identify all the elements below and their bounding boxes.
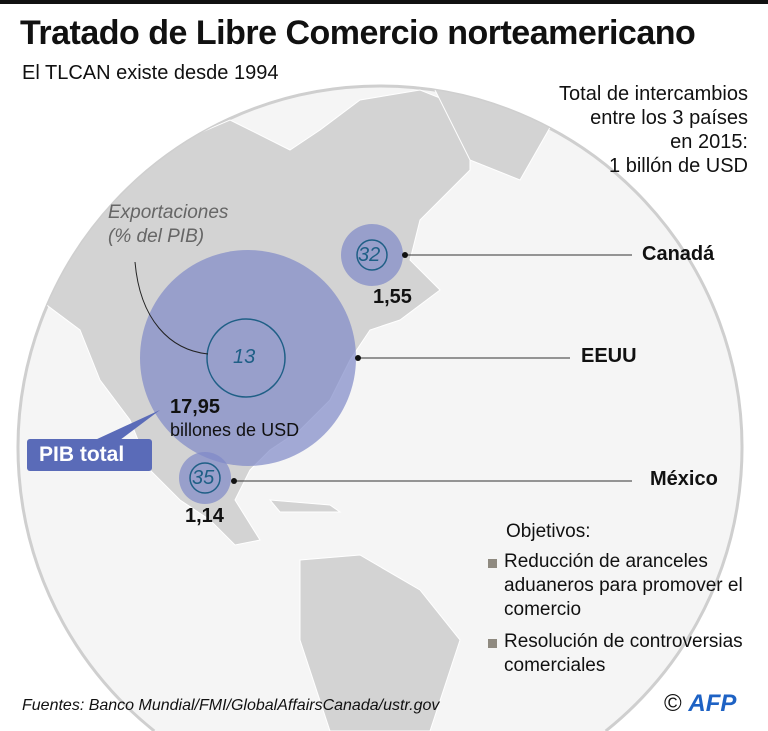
subtitle: El TLCAN existe desde 1994 xyxy=(22,62,279,84)
mexico-gdp-bubble xyxy=(179,452,231,504)
us-gdp-bubble xyxy=(140,250,356,466)
mexico-leader-dot xyxy=(231,478,237,484)
canada-gdp-bubble xyxy=(341,224,403,286)
canada-exports-pct: 32 xyxy=(358,244,381,266)
land-south-america xyxy=(299,554,461,731)
afp-credit: © AFP xyxy=(664,690,737,717)
us-leader-dot xyxy=(355,355,361,361)
canada-gdp: 1,55 xyxy=(373,286,412,308)
label-eeuu: EEUU xyxy=(581,345,637,367)
objectives: Objetivos: Reducción de aranceles aduane… xyxy=(488,520,766,686)
land-caribbean xyxy=(268,499,342,513)
label-mexico: México xyxy=(650,468,718,490)
total-trade: Total de intercambios entre los 3 países… xyxy=(559,83,748,177)
objective-item: Reducción de aranceles aduaneros para pr… xyxy=(488,550,766,622)
us-gdp-unit: billones de USD xyxy=(170,420,300,440)
label-canada: Canadá xyxy=(642,243,715,265)
pib-total-label: PIB total xyxy=(27,439,152,471)
us-exports-pct: 13 xyxy=(233,346,256,368)
us-gdp: 17,95 xyxy=(170,396,221,418)
canada-leader-dot xyxy=(402,252,408,258)
source-note: Fuentes: Banco Mundial/FMI/GlobalAffairs… xyxy=(22,697,440,714)
legend-leader xyxy=(134,261,209,355)
afp-logo: AFP xyxy=(688,690,737,717)
canada-exports-ring xyxy=(356,239,388,271)
mexico-exports-ring xyxy=(189,462,221,494)
mexico-exports-pct: 35 xyxy=(192,467,215,489)
bullet-icon xyxy=(488,639,497,648)
exports-legend-note: Exportaciones (% del PIB) xyxy=(108,202,229,247)
objectives-title: Objetivos: xyxy=(506,521,591,542)
us-exports-ring xyxy=(206,318,286,398)
pib-pointer xyxy=(95,410,160,440)
top-rule xyxy=(0,0,768,4)
bullet-icon xyxy=(488,559,497,568)
mexico-gdp: 1,14 xyxy=(185,505,224,527)
objective-item: Resolución de controversias comerciales xyxy=(488,630,766,678)
page-title: Tratado de Libre Comercio norteamericano xyxy=(20,14,696,52)
